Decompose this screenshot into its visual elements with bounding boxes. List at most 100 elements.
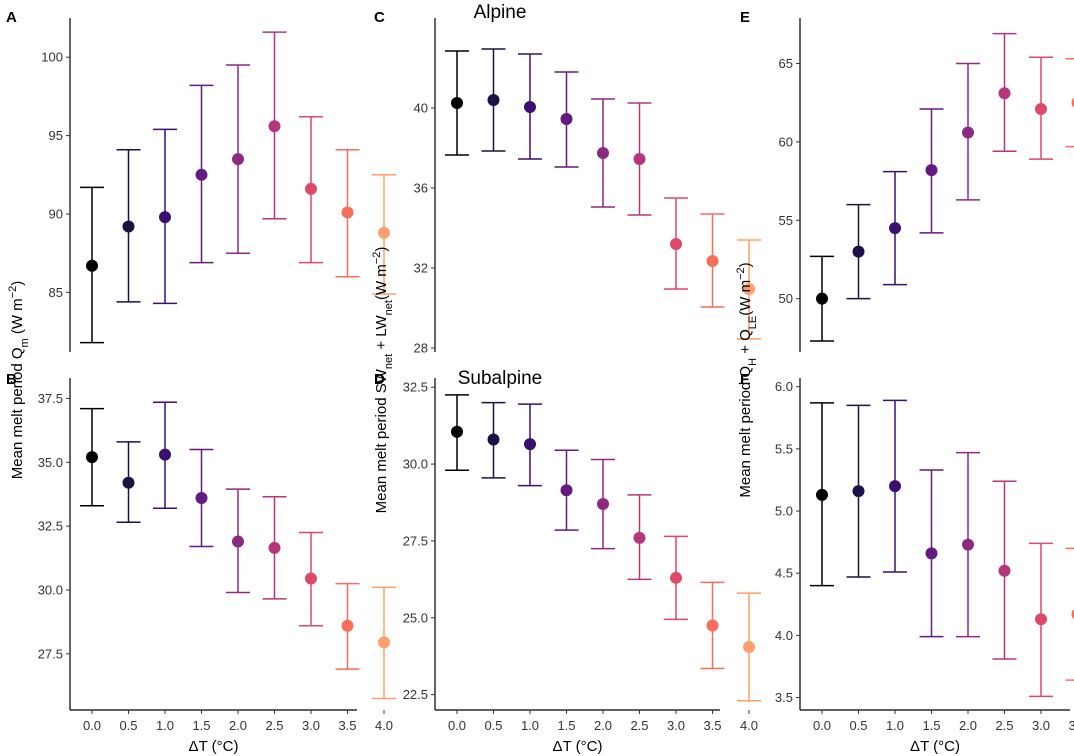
data-point — [305, 572, 317, 585]
y-tick-label: 37.5 — [38, 391, 63, 406]
data-point — [195, 168, 208, 181]
x-tick-label: 2.5 — [630, 718, 648, 733]
y-tick-label: 4.0 — [775, 628, 793, 643]
y-tick-label: 25.0 — [403, 610, 428, 625]
data-point — [524, 438, 536, 451]
data-point — [852, 485, 865, 498]
x-tick-label: 1.5 — [192, 718, 210, 733]
panel-letter-a: A — [6, 9, 17, 26]
data-point — [560, 484, 573, 497]
data-point — [159, 448, 171, 461]
data-point — [451, 425, 463, 438]
data-point — [122, 220, 135, 233]
x-tick-label: 4.0 — [375, 718, 393, 733]
data-point — [633, 531, 646, 544]
data-point — [743, 283, 755, 295]
y-tick-label: 5.0 — [775, 504, 793, 519]
data-point — [1071, 97, 1074, 108]
data-point — [962, 538, 974, 551]
panel-b: B 27.5 30.0 32.5 35.0 37.5 0.0 0.5 1.0 1.5 2.0 2.5 3… — [6, 371, 396, 755]
data-point — [487, 433, 500, 446]
x-tick-label: 3.5 — [1068, 718, 1074, 733]
y-tick-label: 5.5 — [775, 441, 793, 456]
data-point — [925, 547, 938, 560]
data-point — [670, 571, 682, 584]
y-tick-label: 32.5 — [403, 380, 428, 395]
data-point — [451, 97, 463, 109]
data-point — [597, 147, 609, 159]
x-tick-label: 3.0 — [667, 718, 685, 733]
data-point — [1071, 609, 1074, 620]
data-point — [378, 226, 390, 239]
y-tick-label: 32 — [414, 261, 428, 276]
x-tick-label: 2.0 — [959, 718, 977, 733]
data-point — [122, 476, 135, 489]
x-tick-label: 0.5 — [849, 718, 867, 733]
panel-c: C Alpine 28 32 36 40 — [374, 2, 761, 356]
x-axis-title: ΔT (°C) — [189, 738, 239, 755]
data-point — [852, 245, 865, 258]
y-tick-label: 65 — [779, 56, 793, 71]
data-point — [378, 636, 390, 649]
y-tick-label: 32.5 — [38, 519, 63, 534]
data-point — [195, 492, 208, 505]
x-tick-label: 0.5 — [119, 718, 137, 733]
y-tick-label: 30.0 — [38, 582, 63, 597]
panel-f: F 3.5 4.0 4.5 5.0 5.5 6.0 0.0 0.5 1.0 1.5 2.0 2.5 3.0… — [740, 371, 1074, 755]
x-tick-label: 0.0 — [83, 718, 101, 733]
y-tick-label: 27.5 — [403, 533, 428, 548]
y-tick-label: 50 — [779, 291, 793, 306]
panel-title: Alpine — [474, 2, 527, 23]
data-point — [816, 488, 828, 501]
data-point — [560, 113, 573, 125]
panel-letter-b: B — [6, 371, 17, 388]
y-title-right: Mean melt period QH + QLE(W m−2) — [735, 262, 759, 497]
data-point — [998, 564, 1011, 577]
data-point — [998, 87, 1011, 100]
data-point — [341, 206, 354, 219]
y-tick-label: 95 — [49, 128, 63, 143]
x-tick-label: 1.0 — [886, 718, 904, 733]
x-tick-label: 3.5 — [703, 718, 721, 733]
panel-letter-e: E — [740, 9, 750, 26]
data-point — [86, 451, 98, 464]
x-tick-label: 4.0 — [740, 718, 758, 733]
panel-letter-f: F — [740, 371, 749, 388]
data-point — [524, 101, 536, 113]
data-point — [633, 153, 646, 165]
y-tick-label: 100 — [41, 50, 63, 65]
y-tick-label: 6.0 — [775, 379, 793, 394]
x-tick-label: 3.0 — [1032, 718, 1050, 733]
y-tick-label: 3.5 — [775, 690, 793, 705]
x-tick-label: 1.0 — [156, 718, 174, 733]
y-tick-label: 27.5 — [38, 646, 63, 661]
data-point — [232, 535, 244, 548]
y-tick-label: 55 — [779, 213, 793, 228]
data-point — [268, 120, 281, 133]
x-tick-label: 1.5 — [557, 718, 575, 733]
data-point — [487, 94, 500, 106]
panel-letter-d: D — [374, 371, 385, 388]
panel-e: E 50 55 60 65 — [740, 9, 1074, 352]
data-point — [816, 292, 828, 305]
y-title-middle: Mean melt period SWnet + LWnet(W m−2) — [371, 247, 395, 514]
panel-title: Subalpine — [458, 368, 543, 389]
data-point — [889, 222, 901, 235]
x-tick-label: 0.0 — [448, 718, 466, 733]
y-tick-label: 28 — [414, 341, 428, 356]
panel-letter-c: C — [374, 9, 385, 26]
y-tick-label: 40 — [414, 101, 428, 116]
data-point — [670, 238, 682, 250]
x-axis-title: ΔT (°C) — [553, 738, 603, 755]
panel-d: D Subalpine 22.5 25.0 27.5 30.0 32.5 0.0 0.5 1.0 1… — [374, 368, 761, 755]
data-point — [743, 640, 755, 653]
panel-a: A 85 90 95 100 — [6, 9, 396, 352]
data-point — [159, 211, 171, 224]
x-axis-title: ΔT (°C) — [910, 738, 960, 755]
y-tick-label: 4.5 — [775, 566, 793, 581]
data-point — [268, 541, 281, 554]
x-tick-label: 2.5 — [995, 718, 1013, 733]
x-tick-label: 1.0 — [521, 718, 539, 733]
y-tick-label: 90 — [49, 207, 63, 222]
panels-group: A 85 90 95 100 B 27.5 30.0 32.5 35.0 37.5 0.0 0.5 1.0… — [6, 2, 1074, 755]
